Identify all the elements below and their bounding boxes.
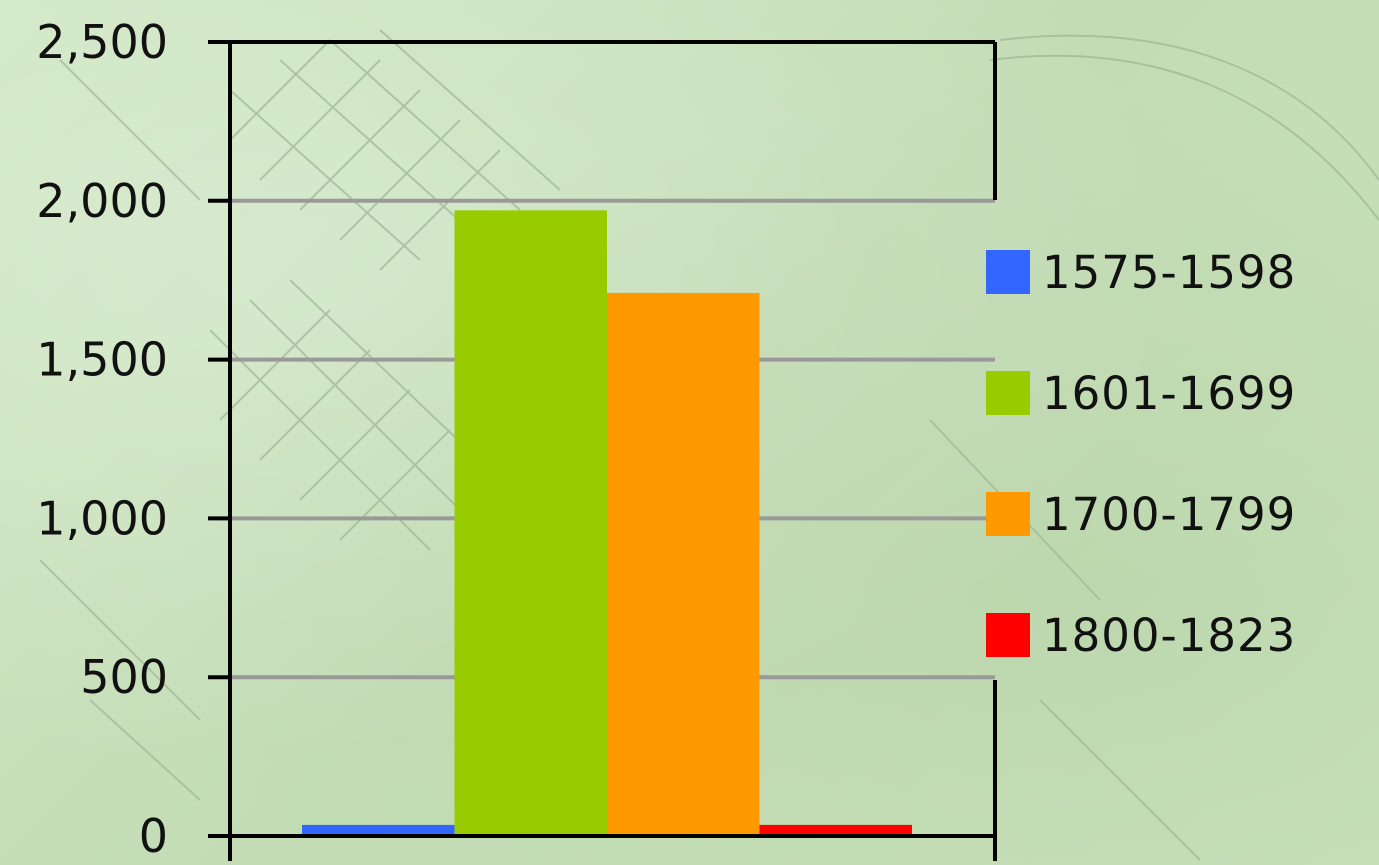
bar-1700-1799 xyxy=(607,292,760,836)
y-tick-labels: 0 500 1,000 1,500 2,000 2,500 xyxy=(36,15,168,863)
legend-item: 1601-1699 xyxy=(986,365,1376,421)
bar-1575-1598 xyxy=(302,824,455,836)
legend-label: 1800-1823 xyxy=(1042,608,1297,662)
legend-label: 1700-1799 xyxy=(1042,487,1297,541)
y-tick-label: 0 xyxy=(139,809,168,863)
legend-label: 1601-1699 xyxy=(1042,366,1297,420)
axes xyxy=(208,40,997,861)
legend-swatch xyxy=(986,371,1030,415)
bars xyxy=(302,210,912,836)
bar-1800-1823 xyxy=(759,824,912,836)
legend-swatch xyxy=(986,250,1030,294)
y-tick-label: 1,000 xyxy=(36,491,168,545)
legend-label: 1575-1598 xyxy=(1042,245,1297,299)
legend-item: 1575-1598 xyxy=(986,244,1376,300)
y-tick-label: 2,000 xyxy=(36,174,168,228)
legend-item: 1800-1823 xyxy=(986,607,1376,663)
legend: 1575-1598 1601-1699 1700-1799 1800-1823 xyxy=(986,244,1376,728)
y-tick-label: 2,500 xyxy=(36,15,168,69)
y-tick-label: 500 xyxy=(80,650,168,704)
bar-1601-1699 xyxy=(454,210,607,836)
y-tick-label: 1,500 xyxy=(36,333,168,387)
legend-swatch xyxy=(986,613,1030,657)
legend-swatch xyxy=(986,492,1030,536)
legend-item: 1700-1799 xyxy=(986,486,1376,542)
